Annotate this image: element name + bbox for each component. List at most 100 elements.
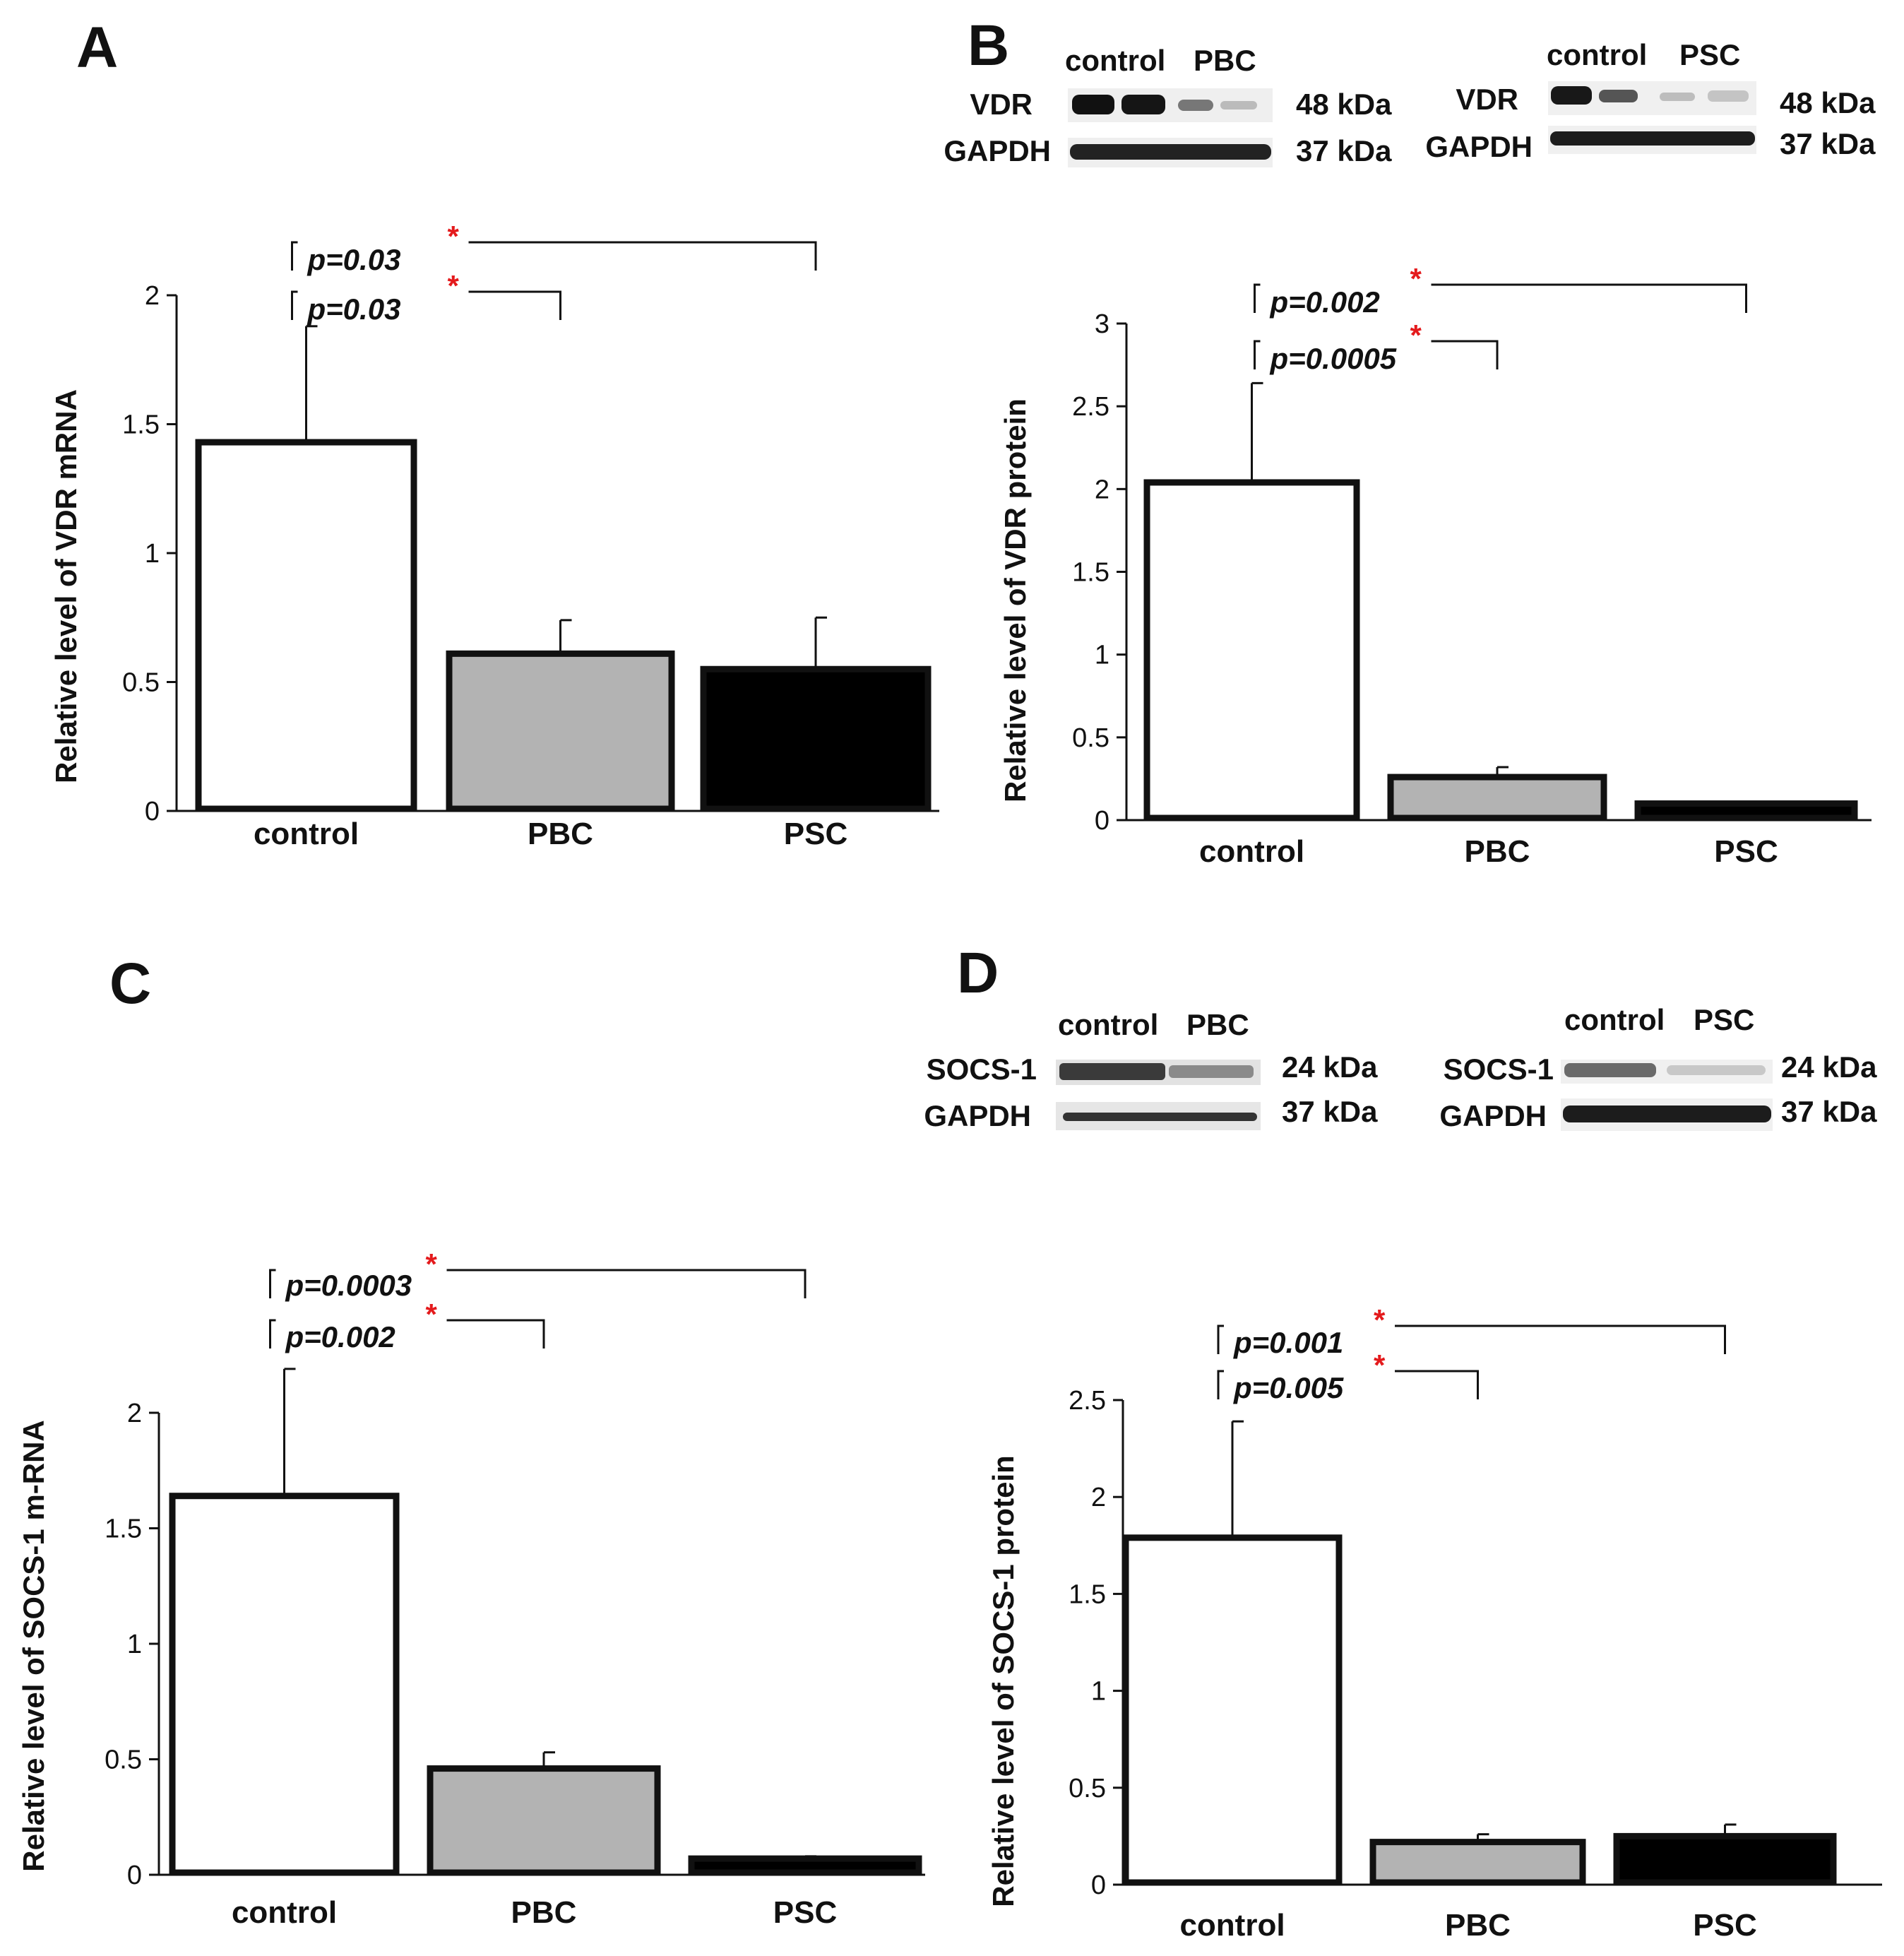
blot-size-label: 37 kDa	[1296, 134, 1392, 167]
blot-band	[1599, 90, 1638, 102]
p-value-label: p=0.03	[307, 243, 401, 276]
y-tick-label: 1.5	[122, 410, 160, 440]
panel-letter-c: C	[109, 952, 151, 1016]
chart-a-vdr-mrna: 0 0.5 1 1.5 2 Relative level of VDR mRNA contr…	[49, 220, 939, 851]
significance-bracket-right	[468, 290, 561, 320]
blot-band	[1070, 144, 1271, 160]
y-tick-label: 1.5	[1069, 1579, 1106, 1609]
chart-b-vdr-protein: 0 0.5 1 1.5 2 2.5 3 Relative level of VDR prote…	[999, 262, 1872, 869]
y-tick-label: 1.5	[1072, 558, 1109, 588]
lane-label: control	[1564, 1003, 1665, 1036]
y-tick-label: 1.5	[105, 1515, 142, 1544]
blot-band	[1660, 93, 1695, 101]
blot-protein-label: VDR	[970, 88, 1033, 121]
bar-control	[1122, 1534, 1343, 1886]
significance-star: *	[1374, 1303, 1386, 1336]
y-tick-label: 2	[1091, 1483, 1106, 1512]
significance-bracket-right	[1431, 340, 1499, 369]
significance-star: *	[1374, 1349, 1386, 1382]
bar-pbc	[1387, 773, 1607, 822]
category-label: PSC	[1714, 834, 1778, 869]
bar-pbc	[427, 1765, 661, 1876]
p-value-label: p=0.005	[1233, 1371, 1344, 1404]
bar-control	[195, 439, 417, 812]
p-value-label: p=0.002	[285, 1320, 395, 1353]
blot-protein-label: SOCS-1	[927, 1053, 1037, 1086]
blot-size-label: 37 kDa	[1282, 1095, 1378, 1128]
y-tick-label: 0	[1091, 1871, 1106, 1900]
panel-letter-d: D	[957, 941, 999, 1005]
y-tick-label: 2.5	[1072, 392, 1109, 422]
blot-band	[1178, 100, 1213, 111]
blot-d-left: control PBC SOCS-1 GAPDH 24 kDa 37 kDa	[924, 1008, 1378, 1132]
lane-label: control	[1058, 1008, 1158, 1041]
significance-star: *	[448, 269, 460, 302]
blot-protein-label: GAPDH	[1439, 1099, 1547, 1132]
significance-bracket-left	[1254, 340, 1261, 369]
y-tick-label: 0.5	[105, 1745, 142, 1775]
category-label: PSC	[773, 1895, 837, 1930]
blot-size-label: 37 kDa	[1781, 1095, 1877, 1128]
blot-band	[1551, 86, 1592, 105]
significance-bracket-left	[291, 290, 298, 320]
significance-star: *	[426, 1298, 438, 1331]
bar-psc	[1613, 1832, 1837, 1886]
category-label: PBC	[1465, 834, 1530, 869]
p-value-label: p=0.001	[1233, 1326, 1343, 1359]
blot-size-label: 24 kDa	[1781, 1050, 1877, 1084]
significance-bracket-left	[1217, 1370, 1224, 1399]
significance-star: *	[426, 1247, 438, 1281]
y-axis-label: Relative level of VDR protein	[999, 398, 1032, 802]
category-label: control	[254, 817, 359, 851]
blot-band	[1072, 95, 1114, 114]
bar-psc	[688, 1855, 922, 1876]
blot-band	[1169, 1065, 1254, 1078]
bar-pbc	[446, 650, 675, 812]
lane-label: PSC	[1679, 38, 1740, 71]
blot-protein-label: VDR	[1456, 83, 1518, 116]
blot-size-label: 48 kDa	[1780, 86, 1876, 119]
significance-bracket-left	[1217, 1324, 1224, 1354]
blot-size-label: 37 kDa	[1780, 127, 1876, 160]
blot-size-label: 48 kDa	[1296, 88, 1392, 121]
y-axis-label: Relative level of VDR mRNA	[49, 389, 83, 783]
blot-band	[1708, 90, 1749, 102]
y-tick-label: 0	[127, 1861, 142, 1890]
significance-bracket-right	[446, 1269, 807, 1298]
y-tick-label: 1	[1091, 1677, 1106, 1707]
blot-protein-label: GAPDH	[944, 134, 1051, 167]
y-tick-label: 1	[1095, 641, 1109, 670]
p-value-label: p=0.002	[1270, 285, 1380, 319]
y-tick-label: 2	[127, 1399, 142, 1428]
p-value-label: p=0.0005	[1270, 342, 1397, 375]
blot-b-right: control PSC VDR GAPDH 48 kDa 37 kDa	[1425, 38, 1876, 163]
blot-band	[1220, 101, 1257, 109]
blot-protein-label: GAPDH	[924, 1099, 1031, 1132]
significance-bracket-left	[269, 1319, 276, 1349]
y-axis-label: Relative level of SOCS-1 protein	[987, 1455, 1020, 1907]
blot-band	[1059, 1063, 1165, 1080]
blot-band	[1563, 1106, 1771, 1122]
category-label: PBC	[511, 1895, 577, 1930]
p-value-label: p=0.0003	[285, 1269, 412, 1302]
y-tick-label: 0	[1095, 806, 1109, 836]
category-label: PBC	[528, 817, 593, 851]
chart-c-socs1-mrna: 0 0.5 1 1.5 2 Relative level of SOCS-1 m-RNA c…	[17, 1247, 925, 1930]
bar-control	[169, 1493, 400, 1876]
category-label: PBC	[1445, 1908, 1511, 1943]
bar-pbc	[1369, 1839, 1586, 1886]
category-label: PSC	[784, 817, 847, 851]
p-value-label: p=0.03	[307, 292, 401, 326]
significance-bracket-right	[1395, 1370, 1479, 1399]
lane-label: PSC	[1694, 1003, 1754, 1036]
bar-psc	[1634, 800, 1858, 822]
y-tick-label: 2	[1095, 475, 1109, 504]
panel-letter-a: A	[76, 16, 118, 80]
y-tick-label: 2.5	[1069, 1386, 1106, 1416]
y-tick-label: 0.5	[122, 668, 160, 698]
significance-bracket-left	[1254, 283, 1261, 313]
significance-star: *	[1410, 262, 1422, 295]
blot-d-right: control PSC SOCS-1 GAPDH 24 kDa 37 kDa	[1439, 1003, 1877, 1132]
lane-label: control	[1547, 38, 1647, 71]
